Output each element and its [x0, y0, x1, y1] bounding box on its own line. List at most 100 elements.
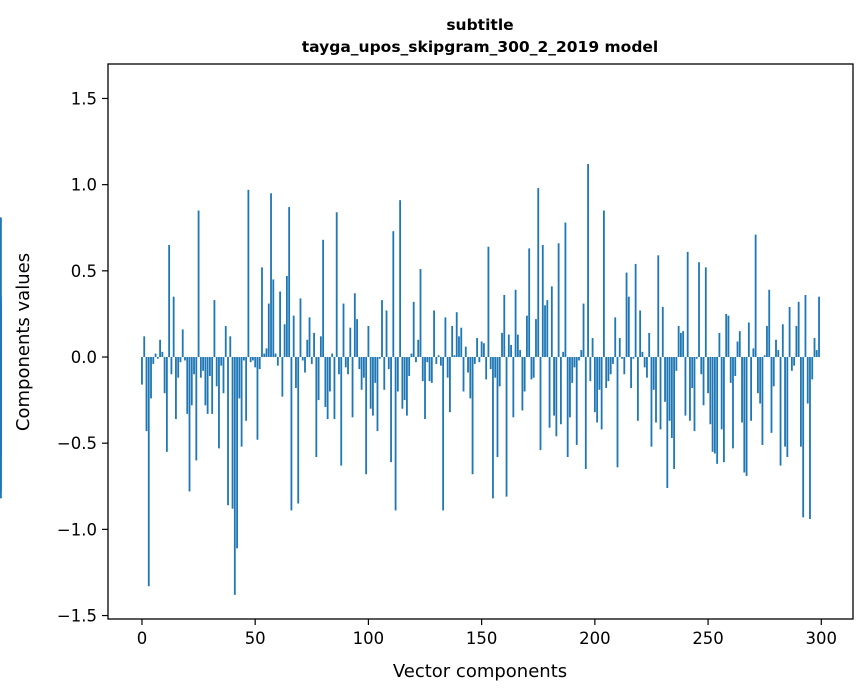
bar-198 — [589, 357, 592, 382]
bar-205 — [605, 357, 608, 389]
bar-284 — [784, 357, 786, 447]
bar-162 — [507, 334, 510, 358]
bar-200 — [593, 357, 596, 413]
bar-55 — [265, 348, 268, 358]
bar-185 — [559, 357, 562, 425]
bar-53 — [261, 267, 263, 358]
bar-143 — [464, 346, 467, 358]
y-tick-label: −0.5 — [57, 434, 97, 453]
bar-208 — [612, 357, 614, 364]
bar-133 — [442, 357, 445, 511]
bar-209 — [614, 317, 617, 358]
x-tick-label: 150 — [466, 629, 498, 648]
bar-124 — [421, 357, 424, 382]
bar-151 — [482, 343, 485, 358]
bar-114 — [399, 200, 402, 358]
bar-173 — [532, 357, 535, 378]
bar-30 — [208, 357, 211, 376]
bar-139 — [455, 312, 458, 358]
bars-layer — [0, 163, 820, 595]
bar-117 — [406, 357, 408, 416]
bar-232 — [666, 357, 669, 488]
y-tick-label: −1.0 — [57, 520, 97, 539]
bar-17 — [179, 357, 182, 363]
bar-223 — [646, 357, 648, 378]
bar-33 — [215, 357, 218, 387]
bar-38 — [227, 357, 229, 506]
bar-11 — [165, 357, 168, 452]
bar-271 — [754, 234, 757, 358]
x-tick-label: 200 — [579, 629, 611, 648]
bar-238 — [680, 332, 682, 358]
x-tick-label: 0 — [137, 629, 148, 648]
bar-135 — [446, 357, 449, 378]
bar-52 — [258, 357, 261, 370]
x-tick-label: 100 — [353, 629, 385, 648]
bar-163 — [510, 344, 512, 358]
bar-51 — [256, 357, 259, 440]
bar-97 — [360, 357, 363, 390]
bar-122 — [417, 339, 420, 358]
bar-61 — [279, 291, 281, 358]
bar-140 — [458, 336, 460, 358]
bar-undefined — [0, 339, 2, 358]
bar-299 — [818, 296, 820, 358]
bar-1 — [143, 336, 146, 358]
bar-244 — [693, 357, 696, 432]
bar-206 — [607, 357, 610, 382]
bar-63 — [283, 324, 286, 358]
bar-247 — [700, 357, 703, 375]
bar-76 — [313, 332, 315, 358]
bar-50 — [254, 357, 257, 368]
bar-187 — [564, 222, 567, 358]
bar-120 — [412, 301, 415, 358]
bar-40 — [231, 357, 234, 509]
bar-146 — [471, 357, 474, 475]
bar-57 — [270, 193, 272, 358]
bar-184 — [557, 243, 560, 358]
bar-89 — [342, 303, 345, 358]
bar-100 — [367, 325, 370, 358]
bar-20 — [186, 357, 189, 414]
bar-296 — [811, 357, 814, 380]
bar-undefined — [0, 357, 2, 499]
bar-177 — [541, 244, 544, 358]
bar-10 — [163, 357, 166, 394]
bar-94 — [353, 293, 356, 358]
bar-115 — [401, 357, 404, 409]
plot-frame — [107, 63, 854, 620]
bar-293 — [804, 294, 807, 358]
bar-253 — [713, 357, 716, 454]
bar-5 — [152, 357, 155, 364]
bar-95 — [356, 319, 358, 358]
bar-134 — [444, 317, 447, 358]
y-axis-label: Components values — [13, 253, 34, 431]
bar-260 — [729, 357, 732, 383]
bar-131 — [437, 355, 440, 358]
y-tick-label: 0.5 — [71, 262, 97, 281]
bar-125 — [424, 357, 426, 420]
bar-15 — [175, 357, 177, 420]
bar-161 — [505, 357, 508, 497]
bar-156 — [494, 357, 497, 378]
bar-152 — [485, 357, 488, 380]
bar-262 — [734, 357, 737, 376]
bar-213 — [623, 357, 626, 375]
bar-84 — [331, 353, 334, 358]
bar-189 — [569, 357, 571, 418]
bar-240 — [684, 357, 687, 416]
bar-77 — [315, 357, 318, 457]
bar-158 — [498, 357, 501, 387]
bar-93 — [351, 357, 354, 418]
bar-39 — [229, 336, 232, 358]
bar-164 — [512, 357, 515, 418]
bar-180 — [548, 357, 551, 428]
bar-62 — [281, 357, 284, 397]
bar-82 — [326, 357, 329, 420]
bar-99 — [365, 357, 368, 475]
bar-287 — [790, 357, 793, 371]
bar-144 — [467, 357, 469, 373]
bar-298 — [815, 350, 818, 358]
bar-259 — [727, 315, 730, 358]
bar-149 — [478, 357, 481, 363]
